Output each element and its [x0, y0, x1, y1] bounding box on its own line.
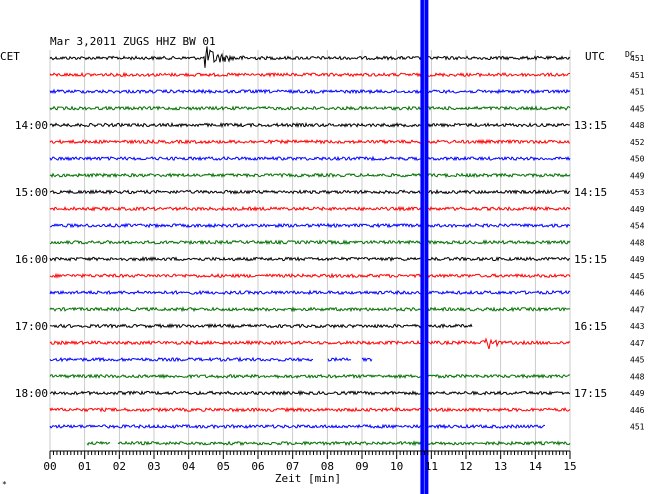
trace-line: [49, 289, 571, 296]
utc-time-label: 14:15: [574, 186, 607, 199]
x-tick-label: 12: [459, 460, 472, 473]
trace-line: [49, 188, 571, 195]
trace-line: [49, 373, 571, 380]
corner-mark: *: [2, 480, 7, 489]
dc-label: DC: [625, 50, 635, 59]
cet-time-label: 17:00: [15, 320, 48, 333]
dc-value: 449: [630, 205, 645, 214]
x-tick-label: 02: [113, 460, 126, 473]
trace-line: [49, 306, 571, 313]
x-tick-label: 13: [494, 460, 507, 473]
cet-time-label: 16:00: [15, 253, 48, 266]
trace-line: [49, 256, 570, 263]
x-axis-label: Zeit [min]: [275, 472, 341, 485]
utc-time-label: 13:15: [574, 119, 607, 132]
dc-value: 448: [630, 372, 645, 381]
cet-time-label: 18:00: [15, 387, 48, 400]
trace-line: [49, 71, 571, 78]
trace-line: [49, 172, 571, 179]
x-tick-label: 07: [286, 460, 299, 473]
x-tick-label: 05: [217, 460, 230, 473]
trace-line: [49, 406, 571, 413]
trace-line: [50, 358, 570, 361]
dc-value: 450: [630, 155, 645, 164]
spike-layer: [420, 0, 429, 494]
dc-value: 451: [630, 54, 645, 63]
trace-line: [49, 88, 571, 95]
trace-line: [50, 222, 571, 229]
dc-value: 447: [630, 305, 645, 314]
dc-value: 443: [630, 322, 645, 331]
x-tick-label: 08: [321, 460, 334, 473]
x-tick-label: 14: [529, 460, 543, 473]
utc-time-label: 15:15: [574, 253, 607, 266]
x-axis: 00 01 02 03 04 05 06 07 08 09 10 11 12 13 14 15: [43, 450, 577, 473]
traces: [49, 46, 571, 447]
dc-value: 449: [630, 171, 645, 180]
dc-value: 445: [630, 104, 645, 113]
trace-line: [49, 389, 571, 397]
dc-value: 451: [630, 423, 645, 432]
dc-value: 446: [630, 289, 645, 298]
x-tick-label: 04: [182, 460, 196, 473]
x-tick-label: 09: [355, 460, 368, 473]
trace-line: [49, 155, 571, 162]
utc-time-label: 16:15: [574, 320, 607, 333]
dc-value: 452: [630, 138, 645, 147]
x-tick-label: 00: [43, 460, 56, 473]
trace-line: [49, 205, 571, 212]
dc-value: 451: [630, 88, 645, 97]
chart-title: Mar 3,2011 ZUGS HHZ BW 01: [50, 35, 216, 48]
x-tick-label: 01: [78, 460, 91, 473]
dc-value: 448: [630, 121, 645, 130]
labels: 451 451 451 445 448 14:00 13:15 452 450 449 453 15:…: [15, 54, 645, 432]
dc-value: 449: [630, 255, 645, 264]
trace-line: [49, 121, 571, 129]
trace-line: [49, 46, 571, 68]
trace-line: [50, 425, 570, 428]
trace-line: [49, 239, 571, 246]
dc-value: 449: [630, 389, 645, 398]
cet-label: CET: [0, 50, 20, 63]
utc-label: UTC: [585, 50, 605, 63]
cet-time-label: 15:00: [15, 186, 48, 199]
trace-line: [86, 440, 571, 447]
grid: [49, 50, 571, 451]
x-tick-label: 03: [147, 460, 160, 473]
utc-time-label: 17:15: [574, 387, 607, 400]
dc-value: 447: [630, 339, 645, 348]
dc-value: 448: [630, 238, 645, 247]
trace-line: [49, 272, 571, 279]
dc-value: 451: [630, 71, 645, 80]
dc-value: 445: [630, 272, 645, 281]
trace-line: [49, 138, 571, 145]
x-tick-label: 15: [563, 460, 576, 473]
x-tick-label: 10: [390, 460, 403, 473]
dc-value: 454: [630, 222, 645, 231]
dc-value: 453: [630, 188, 645, 197]
x-tick-label: 11: [425, 460, 438, 473]
dc-value: 446: [630, 406, 645, 415]
dc-value: 445: [630, 356, 645, 365]
trace-line: [49, 105, 571, 112]
cet-time-label: 14:00: [15, 119, 48, 132]
x-tick-label: 06: [251, 460, 264, 473]
trace-line: [49, 337, 571, 350]
trace-line: [50, 324, 570, 327]
